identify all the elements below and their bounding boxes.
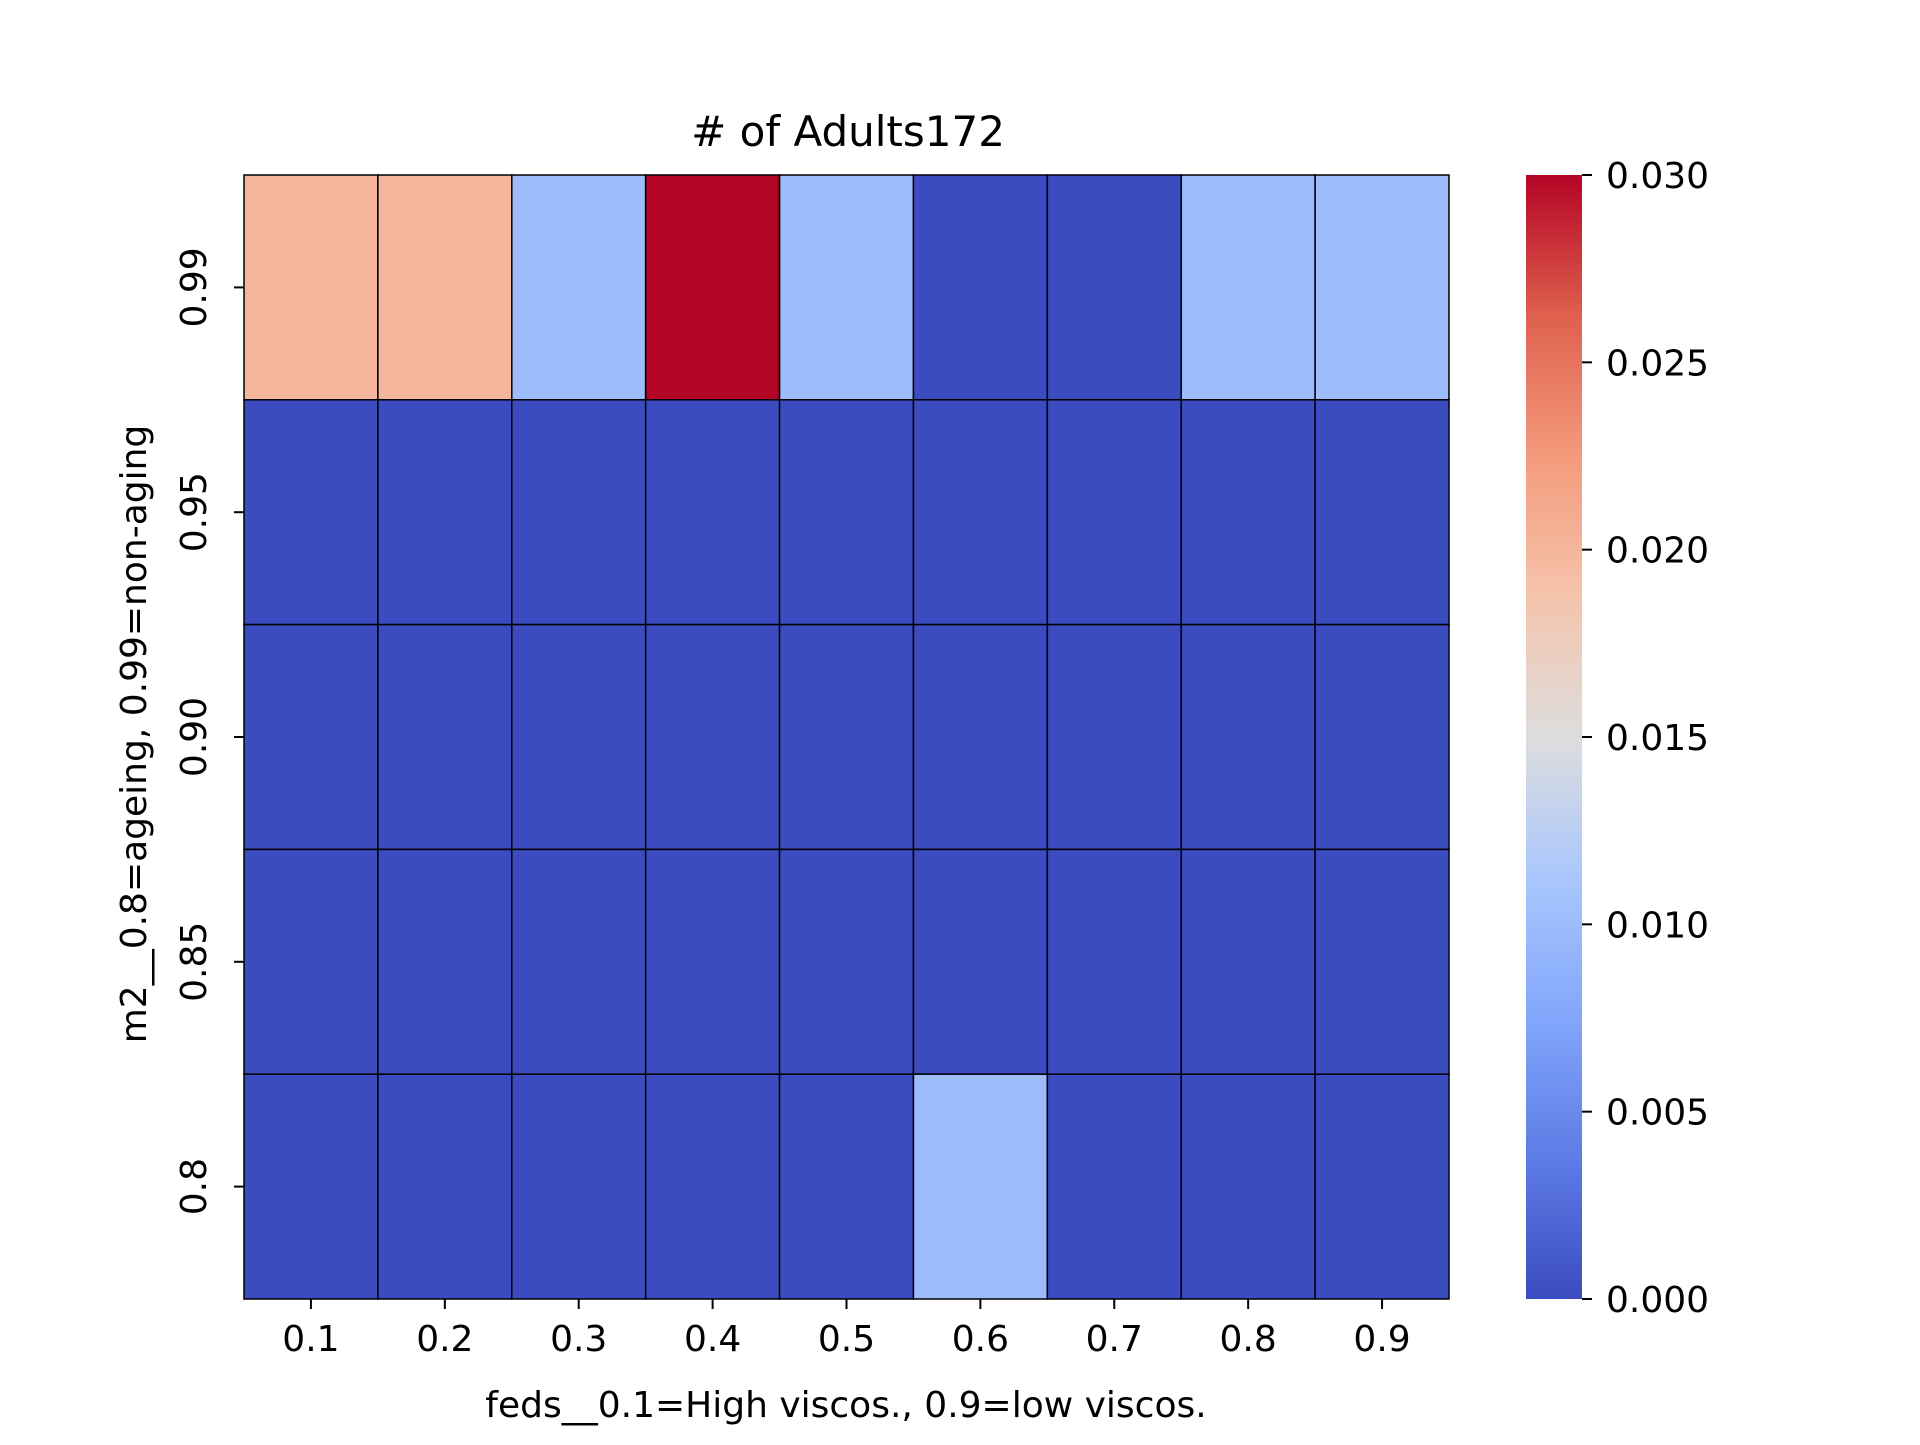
heatmap-cell xyxy=(912,623,1049,851)
y-tick-label: 0.8 xyxy=(174,1158,215,1215)
heatmap-cell xyxy=(377,1073,513,1300)
heatmap-cell xyxy=(644,174,781,401)
colorbar-tick-label: 0.025 xyxy=(1606,343,1709,384)
y-tick-label: 0.90 xyxy=(174,697,215,777)
colorbar-axis: 0.000 0.005 0.010 0.015 0.020 0.025 0.030 xyxy=(1582,156,1709,1321)
heatmap-cell xyxy=(377,399,513,626)
x-axis: 0.1 0.2 0.3 0.4 0.5 0.6 0.7 0.8 0.9 xyxy=(282,1299,1411,1360)
heatmap-cell xyxy=(778,623,915,851)
heatmap-cell xyxy=(912,1073,1049,1300)
x-tick-label: 0.4 xyxy=(684,1319,741,1360)
colorbar-tick-label: 0.015 xyxy=(1606,718,1709,759)
y-tick-label: 0.85 xyxy=(174,922,215,1002)
heatmap-cell xyxy=(644,623,781,851)
heatmap-cell xyxy=(243,623,379,851)
colorbar-tick-label: 0.000 xyxy=(1606,1280,1709,1321)
heatmap-cell xyxy=(511,848,647,1075)
y-axis: 0.99 0.95 0.90 0.85 0.8 xyxy=(174,247,244,1215)
heatmap-cell xyxy=(1046,848,1182,1075)
heatmap-cell xyxy=(1314,848,1450,1075)
heatmap-cell xyxy=(1046,174,1182,401)
heatmap-cell xyxy=(511,174,647,401)
x-tick-label: 0.7 xyxy=(1086,1319,1143,1360)
heatmap-cell xyxy=(377,848,513,1075)
heatmap-cell xyxy=(1180,623,1316,851)
x-tick-label: 0.2 xyxy=(416,1319,473,1360)
x-tick-label: 0.1 xyxy=(282,1319,339,1360)
heatmap-cell xyxy=(644,848,781,1075)
heatmap-cell xyxy=(778,1073,915,1300)
colorbar-tick-label: 0.005 xyxy=(1606,1093,1709,1134)
heatmap-cell xyxy=(511,623,647,851)
heatmap-cell xyxy=(243,1073,379,1300)
heatmap-cell xyxy=(1180,1073,1316,1300)
heatmap-cell xyxy=(243,399,379,626)
heatmap-cell xyxy=(243,848,379,1075)
heatmap-cell xyxy=(912,848,1049,1075)
colorbar-tick-label: 0.010 xyxy=(1606,905,1709,946)
x-tick-label: 0.9 xyxy=(1353,1319,1410,1360)
x-axis-label: feds__0.1=High viscos., 0.9=low viscos. xyxy=(485,1385,1206,1426)
heatmap-cell xyxy=(511,1073,647,1300)
heatmap-cell xyxy=(778,399,915,626)
heatmap-cell xyxy=(912,174,1049,401)
x-tick-label: 0.3 xyxy=(550,1319,607,1360)
heatmap-cell xyxy=(912,399,1049,626)
heatmap-cell xyxy=(243,174,379,401)
heatmap-cell xyxy=(1046,1073,1182,1300)
heatmap-cell xyxy=(644,1073,781,1300)
heatmap-cell xyxy=(1180,174,1316,401)
x-tick-label: 0.5 xyxy=(818,1319,875,1360)
y-axis-label: m2__0.8=ageing, 0.99=non-aging xyxy=(114,425,155,1044)
x-tick-label: 0.6 xyxy=(952,1319,1009,1360)
heatmap-cell xyxy=(1314,174,1450,401)
heatmap-cell xyxy=(1314,623,1450,851)
heatmap-cell xyxy=(511,399,647,626)
heatmap-cell xyxy=(778,174,915,401)
heatmap-cell xyxy=(377,623,513,851)
heatmap-cell xyxy=(1046,623,1182,851)
heatmap-cell xyxy=(1314,1073,1450,1300)
colorbar-tick-label: 0.020 xyxy=(1606,531,1709,572)
y-tick-label: 0.99 xyxy=(174,247,215,327)
colorbar xyxy=(1526,175,1582,1299)
y-tick-label: 0.95 xyxy=(174,472,215,552)
heatmap-cell xyxy=(377,174,513,401)
heatmap-cells xyxy=(243,174,1450,1300)
x-tick-label: 0.8 xyxy=(1220,1319,1277,1360)
heatmap-cell xyxy=(778,848,915,1075)
heatmap-cell xyxy=(1046,399,1182,626)
heatmap-cell xyxy=(644,399,781,626)
colorbar-tick-label: 0.030 xyxy=(1606,156,1709,197)
heatmap-cell xyxy=(1314,399,1450,626)
heatmap-cell xyxy=(1180,399,1316,626)
heatmap-cell xyxy=(1180,848,1316,1075)
chart-title: # of Adults172 xyxy=(691,107,1005,156)
